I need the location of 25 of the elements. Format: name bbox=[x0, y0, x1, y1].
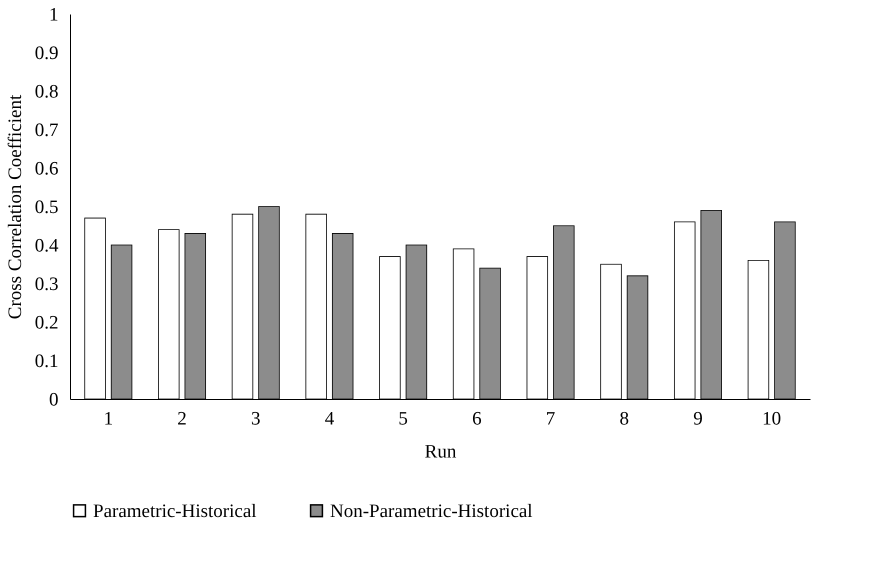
y-tick-label: 0.4 bbox=[34, 236, 59, 256]
y-tick-label: 0.5 bbox=[34, 197, 58, 218]
x-tick-label: 5 bbox=[398, 408, 408, 430]
legend-label: Parametric-Historical bbox=[93, 500, 257, 522]
x-tick-label: 1 bbox=[104, 408, 114, 430]
x-tick-label: 10 bbox=[762, 408, 782, 430]
x-tick-label: 8 bbox=[620, 408, 630, 430]
y-tick-label: 0.3 bbox=[34, 274, 58, 295]
y-tick-label: 0.1 bbox=[34, 351, 58, 372]
y-tick-label: 1 bbox=[49, 4, 58, 26]
x-tick-label: 7 bbox=[546, 408, 556, 430]
x-tick-label: 9 bbox=[693, 408, 703, 430]
legend-label: Non-Parametric-Historical bbox=[330, 500, 533, 522]
y-tick-label: 0.2 bbox=[34, 312, 58, 334]
x-tick-label: 6 bbox=[472, 408, 482, 430]
y-tick-label: 0.8 bbox=[34, 82, 58, 102]
x-tick-label: 3 bbox=[250, 408, 260, 430]
y-tick-label: 0.7 bbox=[34, 120, 58, 141]
x-axis-title: Run bbox=[424, 442, 457, 462]
x-tick-label: 4 bbox=[324, 408, 335, 430]
y-tick-label: 0.6 bbox=[34, 158, 58, 180]
y-tick-label: 0 bbox=[49, 390, 58, 410]
y-axis-title: Cross Correlation Coefficient bbox=[4, 94, 26, 320]
x-tick-label: 2 bbox=[177, 408, 187, 430]
y-tick-label: 0.9 bbox=[34, 43, 58, 64]
